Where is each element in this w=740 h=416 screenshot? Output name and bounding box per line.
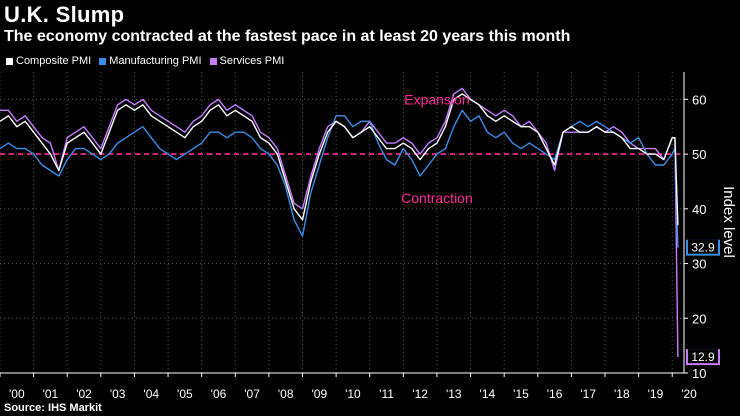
x-tick-label-2017: '17: [580, 387, 596, 401]
x-tick-label-2013: '13: [446, 387, 462, 401]
end-label-32.9: 32.9: [691, 241, 715, 255]
source-note: Source: IHS Markit: [4, 402, 102, 414]
legend-label-composite: Composite PMI: [16, 55, 92, 67]
y-tick-label-20: 20: [692, 311, 706, 326]
annotation-contraction: Contraction: [401, 190, 473, 206]
x-tick-label-2007: '07: [244, 387, 260, 401]
legend-label-manufacturing: Manufacturing PMI: [109, 55, 202, 67]
end-label-12.9: 12.9: [691, 350, 715, 364]
x-tick-label-2005: '05: [177, 387, 193, 401]
series-line-composite: [0, 93, 679, 226]
x-tick-label-2009: '09: [311, 387, 327, 401]
x-tick-label-2011: '11: [379, 387, 394, 401]
x-tick-label-2020: '20: [681, 387, 697, 401]
end-label-inner-32.9: [688, 239, 718, 254]
x-tick-label-2016: '16: [547, 387, 563, 401]
chart-subtitle: The economy contracted at the fastest pa…: [4, 28, 571, 45]
y-tick-label-10: 10: [692, 366, 706, 381]
x-tick-label-2014: '14: [480, 387, 496, 401]
chart-title: U.K. Slump: [4, 2, 125, 27]
legend-swatch-composite: [6, 57, 13, 65]
series-line-manufacturing: [0, 109, 679, 248]
legend-item-composite: Composite PMI: [6, 55, 91, 67]
x-tick-label-2000: '00: [9, 387, 25, 401]
end-label-inner-12.9: [688, 349, 718, 364]
x-tick-label-2008: '08: [278, 387, 294, 401]
legend-swatch-services: [209, 57, 217, 65]
y-tick-label-30: 30: [692, 257, 706, 272]
y-axis-label: Index level: [720, 186, 737, 258]
x-tick-label-2004: '04: [143, 387, 159, 401]
legend-item-manufacturing: Manufacturing PMI: [99, 55, 202, 67]
x-tick-label-2015: '15: [513, 387, 529, 401]
y-tick-label-50: 50: [692, 147, 706, 162]
y-tick-label-60: 60: [692, 92, 706, 107]
x-tick-label-2001: '01: [43, 387, 59, 401]
x-tick-label-2018: '18: [614, 387, 630, 401]
x-tick-label-2002: '02: [76, 387, 92, 401]
legend: Composite PMI Manufacturing PMI Services…: [6, 55, 284, 67]
series-line-services: [0, 87, 679, 358]
legend-label-services: Services PMI: [219, 55, 285, 67]
x-tick-label-2010: '10: [345, 387, 361, 401]
x-tick-label-2019: '19: [648, 387, 664, 401]
legend-item-services: Services PMI: [209, 55, 285, 67]
x-tick-label-2006: '06: [211, 387, 227, 401]
x-tick-label-2003: '03: [110, 387, 126, 401]
y-tick-label-40: 40: [692, 202, 706, 217]
annotation-expansion: Expansion: [404, 91, 469, 107]
x-tick-label-2012: '12: [412, 387, 428, 401]
legend-swatch-manufacturing: [99, 57, 107, 65]
